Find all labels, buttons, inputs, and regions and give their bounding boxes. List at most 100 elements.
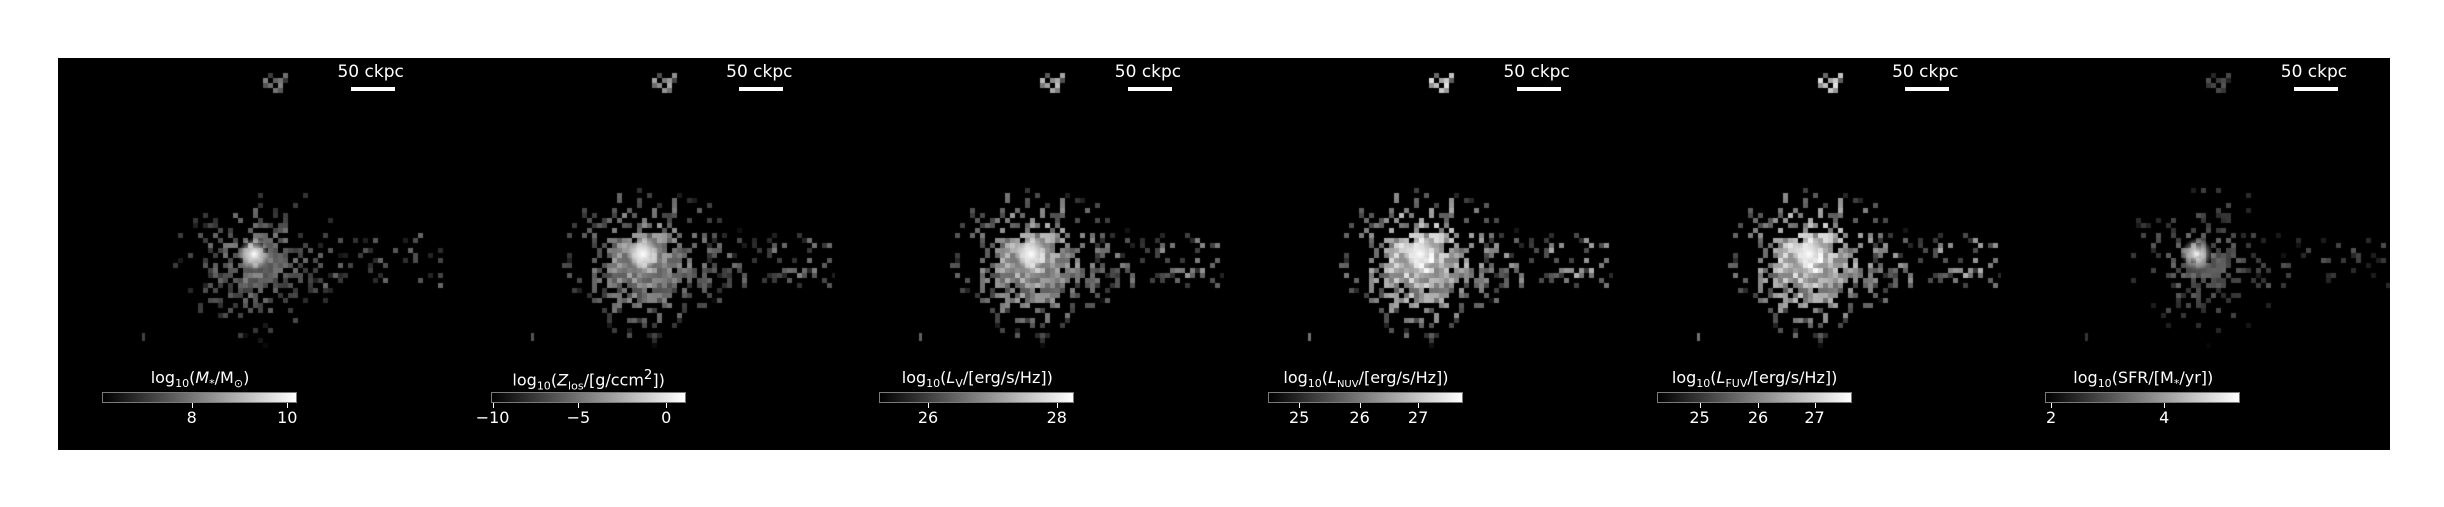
scalebar-line — [1127, 87, 1172, 91]
colorbar-title-part: log — [1283, 368, 1308, 387]
map-panel-4: 50 ckpc log10(LNUV/[erg/s/Hz]) 25 26 27 — [1223, 58, 1613, 450]
colorbar-title-part: /M — [214, 368, 234, 387]
scalebar-line — [1516, 87, 1561, 91]
scalebar-line — [739, 87, 784, 91]
colorbar-title-part: log — [1671, 368, 1697, 387]
scalebar-line — [350, 87, 395, 91]
colorbar-tick — [287, 403, 289, 408]
colorbar-tick-label: 0 — [661, 408, 672, 427]
colorbar — [102, 392, 297, 403]
colorbar-title-part: 10 — [175, 377, 190, 391]
colorbar-tick-label: 4 — [2159, 408, 2170, 427]
colorbar-tick-label: 8 — [186, 408, 197, 427]
colorbar-tick — [578, 403, 580, 408]
colorbar-tick-label: 26 — [1349, 408, 1370, 427]
map-panel-3: 50 ckpc log10(LV/[erg/s/Hz]) 26 28 — [835, 58, 1224, 450]
colorbar-tick-label: 26 — [917, 408, 939, 427]
colorbar-title-part: ) — [243, 368, 250, 387]
pixel-map — [446, 58, 836, 450]
colorbar — [879, 392, 1075, 403]
scalebar-label: 50 ckpc — [2280, 62, 2348, 82]
colorbar-title: log10(LFUV/[erg/s/Hz]) — [1657, 368, 1853, 390]
colorbar-title-part: FUV — [1725, 377, 1748, 391]
colorbar-title-part: 10 — [926, 377, 941, 391]
map-panel-5: 50 ckpc log10(LFUV/[erg/s/Hz]) 25 26 27 — [1612, 58, 2002, 450]
colorbar-title-part: 10 — [1696, 377, 1711, 391]
scalebar-label: 50 ckpc — [1503, 62, 1570, 82]
colorbar-tick — [492, 403, 494, 408]
colorbar-title: log10(M*/M⊙) — [102, 368, 298, 390]
colorbar-title-part: 10 — [2097, 377, 2112, 391]
colorbar-title-part: Z — [557, 370, 569, 390]
colorbar-title-part: /[erg/s/Hz]) — [962, 368, 1053, 387]
colorbar-title-part: 10 — [536, 379, 551, 393]
colorbar-tick-label: 25 — [1689, 408, 1710, 427]
colorbar-tick — [191, 403, 193, 408]
colorbar-title: log10(LV/[erg/s/Hz]) — [879, 368, 1075, 390]
colorbar-tick-label: 10 — [277, 408, 298, 427]
pixel-map — [835, 58, 1224, 450]
colorbar-title-part: 2 — [643, 368, 653, 383]
colorbar-tick — [1056, 403, 1058, 408]
colorbar-title-part: log — [901, 368, 927, 387]
colorbar-tick — [1418, 403, 1420, 408]
pixel-map — [1612, 58, 2002, 450]
scalebar-label: 50 ckpc — [726, 62, 793, 82]
colorbar-title: log10(SFR/[M*/yr]) — [2045, 368, 2241, 390]
colorbar-title-part: (SFR/[M — [2111, 368, 2174, 387]
colorbar-title-part: L — [1328, 368, 1337, 387]
colorbar-title-part: /yr]) — [2179, 368, 2214, 387]
colorbar-tick — [1814, 403, 1816, 408]
colorbar-title-part: log — [512, 370, 537, 390]
colorbar-title: log10(Zlos/[g/ccm2]) — [491, 368, 687, 393]
colorbar-title-part: los — [568, 379, 584, 393]
colorbar-title-part: * — [2173, 377, 2180, 391]
colorbar-title-part: /[erg/s/Hz]) — [1747, 368, 1838, 387]
colorbar-tick-label: 25 — [1288, 408, 1310, 427]
colorbar — [490, 392, 686, 403]
colorbar-tick — [666, 403, 668, 408]
scalebar-label: 50 ckpc — [337, 62, 404, 82]
colorbar-title-part: L — [946, 368, 956, 387]
colorbar-title-part: NUV — [1336, 379, 1359, 391]
colorbar-title-part: ( — [550, 370, 558, 390]
map-panel-6: 50 ckpc log10(SFR/[M*/yr]) 2 4 — [2001, 58, 2390, 450]
colorbar-title-part: log — [150, 368, 176, 387]
colorbar-tick — [2164, 403, 2166, 408]
colorbar-title-part: M — [195, 368, 210, 387]
colorbar-tick-label: 27 — [1407, 408, 1429, 427]
colorbar-tick-label: 28 — [1046, 408, 1067, 427]
colorbar-title-part: ( — [1321, 368, 1329, 387]
colorbar-tick — [1359, 403, 1361, 408]
map-strip: 50 ckpc log10(M*/M⊙) 8 10 50 ckpc log10(Z… — [58, 58, 2390, 450]
scalebar-label: 50 ckpc — [1114, 62, 1182, 82]
colorbar-title-part: L — [1716, 368, 1726, 387]
colorbar-tick-label: 2 — [2046, 408, 2057, 427]
colorbar-tick-label: −5 — [566, 408, 591, 427]
colorbar-title-part: ( — [940, 368, 947, 387]
map-panel-1: 50 ckpc log10(M*/M⊙) 8 10 — [58, 58, 447, 450]
colorbar-title-part: V — [955, 377, 963, 391]
colorbar-tick-label: 27 — [1804, 408, 1825, 427]
colorbar-title-part: ( — [1710, 368, 1717, 387]
colorbar-title-part: ]) — [652, 370, 665, 390]
colorbar-tick-label: −10 — [475, 408, 510, 427]
pixel-map — [1223, 58, 1613, 450]
colorbar-tick — [1299, 403, 1301, 408]
colorbar-title-part: /[erg/s/Hz]) — [1358, 368, 1449, 387]
scalebar-label: 50 ckpc — [1892, 62, 1959, 82]
colorbar-title: log10(LNUV/[erg/s/Hz]) — [1268, 368, 1464, 390]
colorbar-title-part: ( — [189, 368, 196, 387]
colorbar-title-part: * — [209, 377, 215, 391]
scalebar-line — [2293, 87, 2338, 91]
pixel-map — [58, 58, 447, 450]
colorbar — [1267, 392, 1463, 403]
colorbar-tick — [1699, 403, 1701, 408]
colorbar-tick — [2051, 403, 2053, 408]
colorbar — [1656, 392, 1852, 403]
colorbar-title-part: 10 — [1307, 377, 1322, 391]
colorbar — [2045, 392, 2241, 403]
colorbar-title-part: log — [2073, 368, 2098, 387]
colorbar-title-part: /[g/ccm — [583, 370, 644, 390]
pixel-map — [2001, 58, 2390, 450]
